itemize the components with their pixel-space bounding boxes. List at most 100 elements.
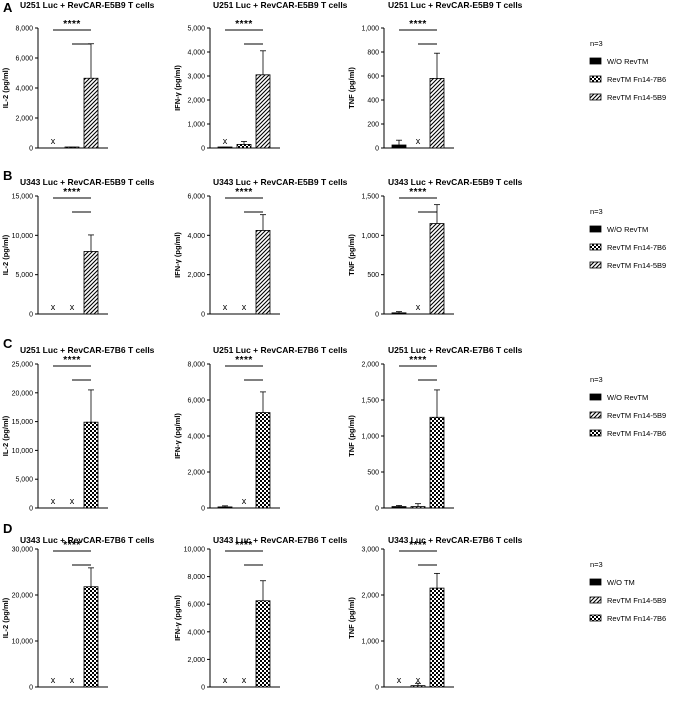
y-axis-label: TNF (pg/ml) xyxy=(347,234,356,276)
panel-label-b: B xyxy=(3,168,13,183)
y-tick-label: 25,000 xyxy=(12,362,34,369)
y-axis-label: IL-2 (pg/ml) xyxy=(1,415,10,456)
bar xyxy=(255,74,271,149)
significance-label: **** xyxy=(409,540,427,551)
chart-b-3: U343 Luc + RevCAR-E5B9 T cells TNF (pg/ml… xyxy=(347,177,523,319)
y-tick-label: 20,000 xyxy=(12,390,34,397)
chart-title: U343 Luc + RevCAR-E5B9 T cells xyxy=(213,177,348,187)
y-tick-label: 10,000 xyxy=(12,233,34,240)
legend-swatch xyxy=(589,614,602,622)
panel-d: U343 Luc + RevCAR-E7B6 T cells IL-2 (pg/m… xyxy=(1,535,666,692)
chart-title: U251 Luc + RevCAR-E7B6 T cells xyxy=(20,345,155,355)
legend-label: RevTM Fn14-7B6 xyxy=(607,75,666,84)
y-tick-label: 1,000 xyxy=(361,639,379,646)
not-detected-mark: x xyxy=(70,302,75,312)
not-detected-mark: x xyxy=(70,675,75,685)
bar xyxy=(391,506,407,509)
not-detected-mark: x xyxy=(397,675,402,685)
y-tick-label: 30,000 xyxy=(12,547,34,554)
bar xyxy=(429,416,445,509)
chart-b-2: U343 Luc + RevCAR-E5B9 T cells IFN-γ (pg/… xyxy=(173,177,348,319)
y-axis-label: IL-2 (pg/ml) xyxy=(1,234,10,275)
chart-title: U251 Luc + RevCAR-E7B6 T cells xyxy=(388,345,523,355)
bar xyxy=(391,144,407,149)
y-tick-label: 4,000 xyxy=(187,50,205,57)
n-label: n=3 xyxy=(590,207,603,216)
legend-swatch xyxy=(589,596,602,604)
y-tick-label: 0 xyxy=(29,685,33,692)
chart-a-1: U251 Luc + RevCAR-E5B9 T cells IL-2 (pg/m… xyxy=(1,0,155,153)
y-axis-label: IFN-γ (pg/ml) xyxy=(173,413,182,459)
n-label: n=3 xyxy=(590,375,603,384)
y-tick-label: 8,000 xyxy=(187,574,205,581)
not-detected-mark: x xyxy=(416,302,421,312)
bar xyxy=(429,78,445,149)
y-tick-label: 500 xyxy=(367,272,379,279)
significance-label: **** xyxy=(235,540,253,551)
legend-swatch xyxy=(589,93,602,101)
chart-title: U251 Luc + RevCAR-E7B6 T cells xyxy=(213,345,348,355)
panel-b: U343 Luc + RevCAR-E5B9 T cells IL-2 (pg/m… xyxy=(1,177,666,319)
legend-label: RevTM Fn14-7B6 xyxy=(607,429,666,438)
legend-label: RevTM Fn14-5B9 xyxy=(607,411,666,420)
y-tick-label: 800 xyxy=(367,50,379,57)
chart-title: U343 Luc + RevCAR-E7B6 T cells xyxy=(213,535,348,545)
y-tick-label: 2,000 xyxy=(187,470,205,477)
legend-swatch xyxy=(589,75,602,83)
y-tick-label: 4,000 xyxy=(187,629,205,636)
legend-label: RevTM Fn14-5B9 xyxy=(607,261,666,270)
significance-label: **** xyxy=(235,19,253,30)
y-axis-label: IL-2 (pg/ml) xyxy=(1,597,10,638)
legend-swatch xyxy=(589,429,602,437)
y-axis-label: IFN-γ (pg/ml) xyxy=(173,232,182,278)
not-detected-mark: x xyxy=(223,302,228,312)
y-tick-label: 20,000 xyxy=(12,593,34,600)
n-label: n=3 xyxy=(590,560,603,569)
bar xyxy=(429,587,445,688)
panel-label-a: A xyxy=(3,0,13,15)
y-axis-label: TNF (pg/ml) xyxy=(347,415,356,457)
not-detected-mark: x xyxy=(223,675,228,685)
y-tick-label: 8,000 xyxy=(15,26,33,33)
y-tick-label: 10,000 xyxy=(12,448,34,455)
not-detected-mark: x xyxy=(416,136,421,146)
legend-label: W/O RevTM xyxy=(607,393,648,402)
legend-swatch xyxy=(589,243,602,251)
bar xyxy=(255,230,271,315)
y-axis-label: IFN-γ (pg/ml) xyxy=(173,595,182,641)
chart-c-2: U251 Luc + RevCAR-E7B6 T cells IFN-γ (pg/… xyxy=(173,345,348,513)
y-tick-label: 8,000 xyxy=(187,362,205,369)
not-detected-mark: x xyxy=(242,496,247,506)
y-tick-label: 4,000 xyxy=(187,233,205,240)
chart-c-3: U251 Luc + RevCAR-E7B6 T cells TNF (pg/ml… xyxy=(347,345,523,513)
chart-a-2: U251 Luc + RevCAR-E5B9 T cells IFN-γ (pg/… xyxy=(173,0,348,153)
significance-label: **** xyxy=(235,187,253,198)
significance-label: **** xyxy=(63,19,81,30)
bar xyxy=(429,223,445,315)
not-detected-mark: x xyxy=(51,302,56,312)
not-detected-mark: x xyxy=(70,496,75,506)
y-tick-label: 0 xyxy=(375,146,379,153)
y-tick-label: 2,000 xyxy=(187,657,205,664)
y-tick-label: 0 xyxy=(375,685,379,692)
y-tick-label: 0 xyxy=(29,146,33,153)
legend-label: W/O TM xyxy=(607,578,635,587)
y-axis-label: IFN-γ (pg/ml) xyxy=(173,65,182,111)
legend-label: RevTM Fn14-7B6 xyxy=(607,614,666,623)
chart-title: U251 Luc + RevCAR-E5B9 T cells xyxy=(213,0,348,10)
y-tick-label: 2,000 xyxy=(187,98,205,105)
y-tick-label: 0 xyxy=(29,506,33,513)
y-tick-label: 15,000 xyxy=(12,194,34,201)
chart-d-3: U343 Luc + RevCAR-E7B6 T cells TNF (pg/ml… xyxy=(347,535,523,692)
chart-title: U343 Luc + RevCAR-E7B6 T cells xyxy=(388,535,523,545)
y-tick-label: 6,000 xyxy=(15,56,33,63)
y-tick-label: 1,000 xyxy=(187,122,205,129)
chart-title: U251 Luc + RevCAR-E5B9 T cells xyxy=(388,0,523,10)
y-tick-label: 2,000 xyxy=(361,593,379,600)
legend-swatch xyxy=(589,261,602,269)
legend-swatch xyxy=(589,225,602,233)
y-tick-label: 4,000 xyxy=(187,434,205,441)
y-tick-label: 500 xyxy=(367,470,379,477)
significance-label: **** xyxy=(235,355,253,366)
significance-label: **** xyxy=(63,355,81,366)
